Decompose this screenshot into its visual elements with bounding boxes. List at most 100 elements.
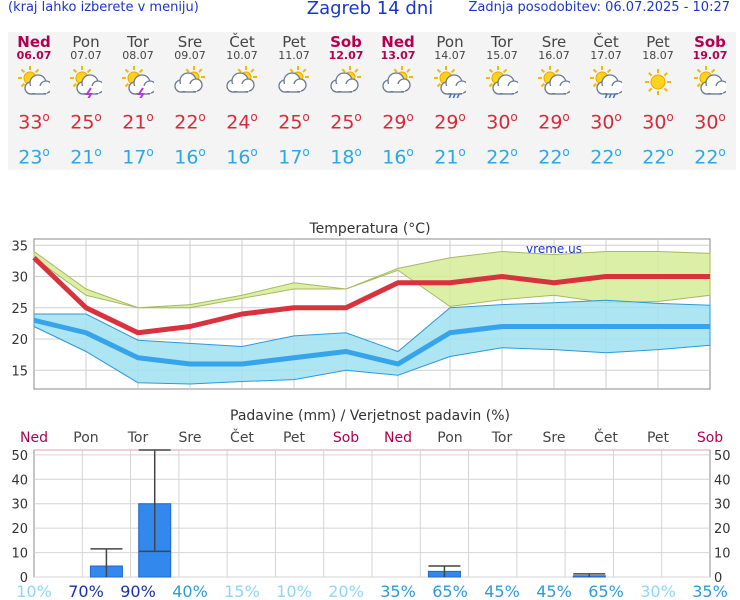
temp-line-min (33, 317, 710, 367)
day-date: 17.07 (590, 49, 622, 62)
precip-probability: 90% (120, 582, 156, 600)
y-tick-label-right: 50 (714, 449, 731, 464)
sun-cloud-icon (694, 66, 726, 95)
temp-min: 22o (486, 145, 518, 169)
y-tick-label-right: 20 (714, 522, 731, 537)
temp-max: 29o (538, 110, 570, 134)
day-column: Pet 18.07 30o 22o (632, 32, 684, 170)
y-tick-label-left: 30 (11, 498, 28, 513)
day-column: Sre 09.07 22o 16o (164, 32, 216, 170)
precip-probability: 45% (484, 582, 520, 600)
temperature-chart: Temperatura (°C) 15 20 25 30 35 vreme.us (11, 221, 711, 390)
day-name: Sob (330, 33, 362, 51)
cloudy-sun-icon (174, 66, 205, 93)
y-tick-label-left: 50 (11, 449, 28, 464)
day-column: Pon 07.07 25o 21o (60, 32, 112, 170)
day-column: Tor 15.07 30o 22o (476, 32, 528, 170)
precip-probability: 65% (432, 582, 468, 600)
y-tick-label-left: 0 (20, 571, 28, 586)
day-date: 09.07 (174, 49, 206, 62)
day-date: 07.07 (70, 49, 102, 62)
temp-min: 16o (226, 145, 258, 169)
day-name: Ned (17, 33, 51, 51)
day-name: Pon (436, 33, 464, 51)
sun-cloud-icon (538, 66, 570, 95)
sun-rain-icon (434, 66, 466, 98)
precip-probability: 65% (588, 582, 624, 600)
temp-max: 25o (70, 110, 102, 134)
y-tick-label: 20 (11, 333, 28, 348)
day-date: 06.07 (16, 49, 52, 62)
day-date: 15.07 (486, 49, 518, 62)
day-date: 12.07 (328, 49, 364, 62)
y-tick-label-right: 0 (714, 571, 722, 586)
y-tick-label-right: 40 (714, 473, 731, 488)
day-date: 14.07 (434, 49, 466, 62)
precip-probability: 15% (224, 582, 260, 600)
temp-max: 21o (122, 110, 154, 134)
day-column: Čet 17.07 30o 22o (580, 32, 632, 170)
day-name: Pet (282, 33, 306, 51)
temp-min: 18o (330, 145, 362, 169)
day-name: Pon (72, 33, 100, 51)
precip-probability: 35% (692, 582, 728, 600)
day-name: Čet (593, 33, 619, 51)
precip-probability: 10% (16, 582, 52, 600)
precip-probability: 30% (640, 582, 676, 600)
page-title: Zagreb 14 dni (306, 0, 434, 19)
last-updated: Zadnja posodobitev: 06.07.2025 - 10:27 (468, 0, 730, 15)
temp-min: 22o (694, 145, 726, 169)
temp-min: 22o (590, 145, 622, 169)
y-tick-label: 25 (11, 302, 28, 317)
temp-max: 25o (278, 110, 310, 134)
sun-rain-icon (590, 66, 622, 98)
cloudy-sun-icon (330, 66, 361, 93)
day-date: 10.07 (226, 49, 258, 62)
temp-min: 17o (122, 145, 154, 169)
temp-max: 30o (590, 110, 622, 134)
x-tick-label: Pet (283, 430, 306, 446)
day-column: Tor 08.07 21o 17o (112, 32, 164, 170)
day-column: Pon 14.07 29o 21o (424, 32, 476, 170)
temp-line-max (32, 255, 710, 336)
sun-thunderstorm-icon (122, 66, 154, 98)
temp-max: 22o (174, 110, 206, 134)
chart-title: Temperatura (°C) (308, 221, 430, 237)
y-tick-label-left: 10 (11, 547, 28, 562)
temp-max: 25o (330, 110, 362, 134)
x-tick-label: Sob (697, 430, 723, 446)
temp-min: 21o (434, 145, 466, 169)
x-tick-label: Sre (179, 430, 202, 446)
temp-min: 22o (538, 145, 570, 169)
temp-min: 16o (382, 145, 414, 169)
precip-probability: 70% (68, 582, 104, 600)
day-name: Tor (491, 33, 513, 51)
x-tick-label: Sob (333, 430, 359, 446)
header: (kraj lahko izberete v meniju) Zagreb 14… (0, 0, 740, 22)
x-tick-label: Tor (127, 430, 149, 446)
cloudy-sun-icon (226, 66, 257, 93)
y-tick-label: 35 (11, 239, 28, 254)
day-name: Čet (229, 33, 255, 51)
day-name: Ned (381, 33, 415, 51)
day-column: Pet 11.07 25o 17o (268, 32, 320, 170)
temp-max: 30o (486, 110, 518, 134)
location-menu-note[interactable]: (kraj lahko izberete v meniju) (8, 0, 199, 15)
temp-max: 30o (694, 110, 726, 134)
precip-probability: 20% (328, 582, 364, 600)
y-tick-label: 30 (11, 271, 28, 286)
temp-max: 24o (226, 110, 258, 134)
temp-min: 22o (642, 145, 674, 169)
day-name: Pet (646, 33, 670, 51)
cloudy-sun-icon (278, 66, 309, 93)
day-column: Ned 06.07 33o 23o (8, 32, 60, 170)
y-tick-label-left: 40 (11, 473, 28, 488)
temp-min: 21o (70, 145, 102, 169)
x-tick-label: Ned (20, 430, 48, 446)
temp-range-band-max (33, 250, 711, 309)
day-name: Sob (694, 33, 726, 51)
day-date: 18.07 (642, 49, 674, 62)
day-date: 19.07 (692, 49, 728, 62)
x-tick-label: Pon (437, 430, 462, 446)
precip-probability: 40% (172, 582, 208, 600)
